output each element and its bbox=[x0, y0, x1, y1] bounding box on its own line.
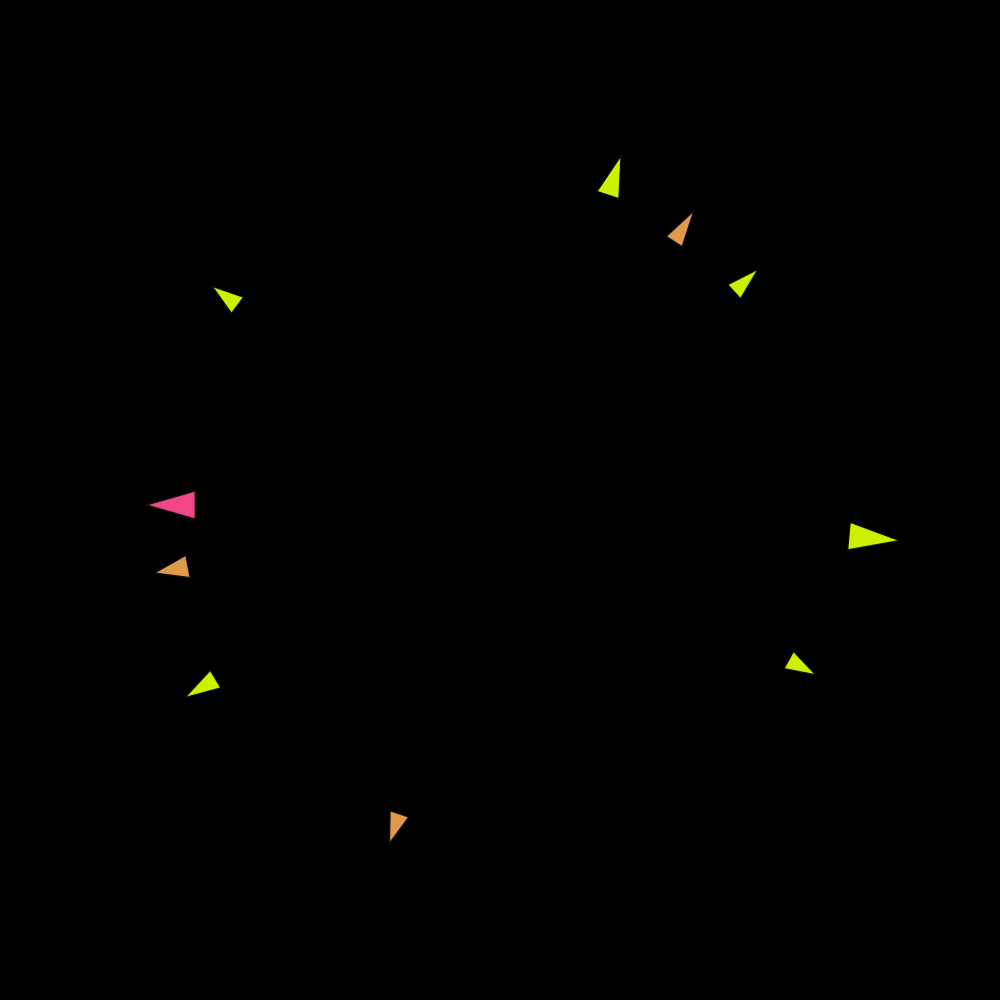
edge-shard bbox=[847, 521, 902, 551]
edge-shard bbox=[665, 209, 695, 248]
edge-shard bbox=[388, 809, 410, 845]
edge-shard bbox=[783, 650, 818, 676]
edge-shard bbox=[183, 669, 222, 699]
edge-shard bbox=[152, 554, 191, 579]
edge-shard bbox=[726, 267, 760, 300]
edge-shard bbox=[144, 490, 196, 520]
edge-shard bbox=[596, 153, 622, 200]
edge-shard bbox=[210, 285, 245, 315]
cell-group bbox=[144, 153, 902, 845]
